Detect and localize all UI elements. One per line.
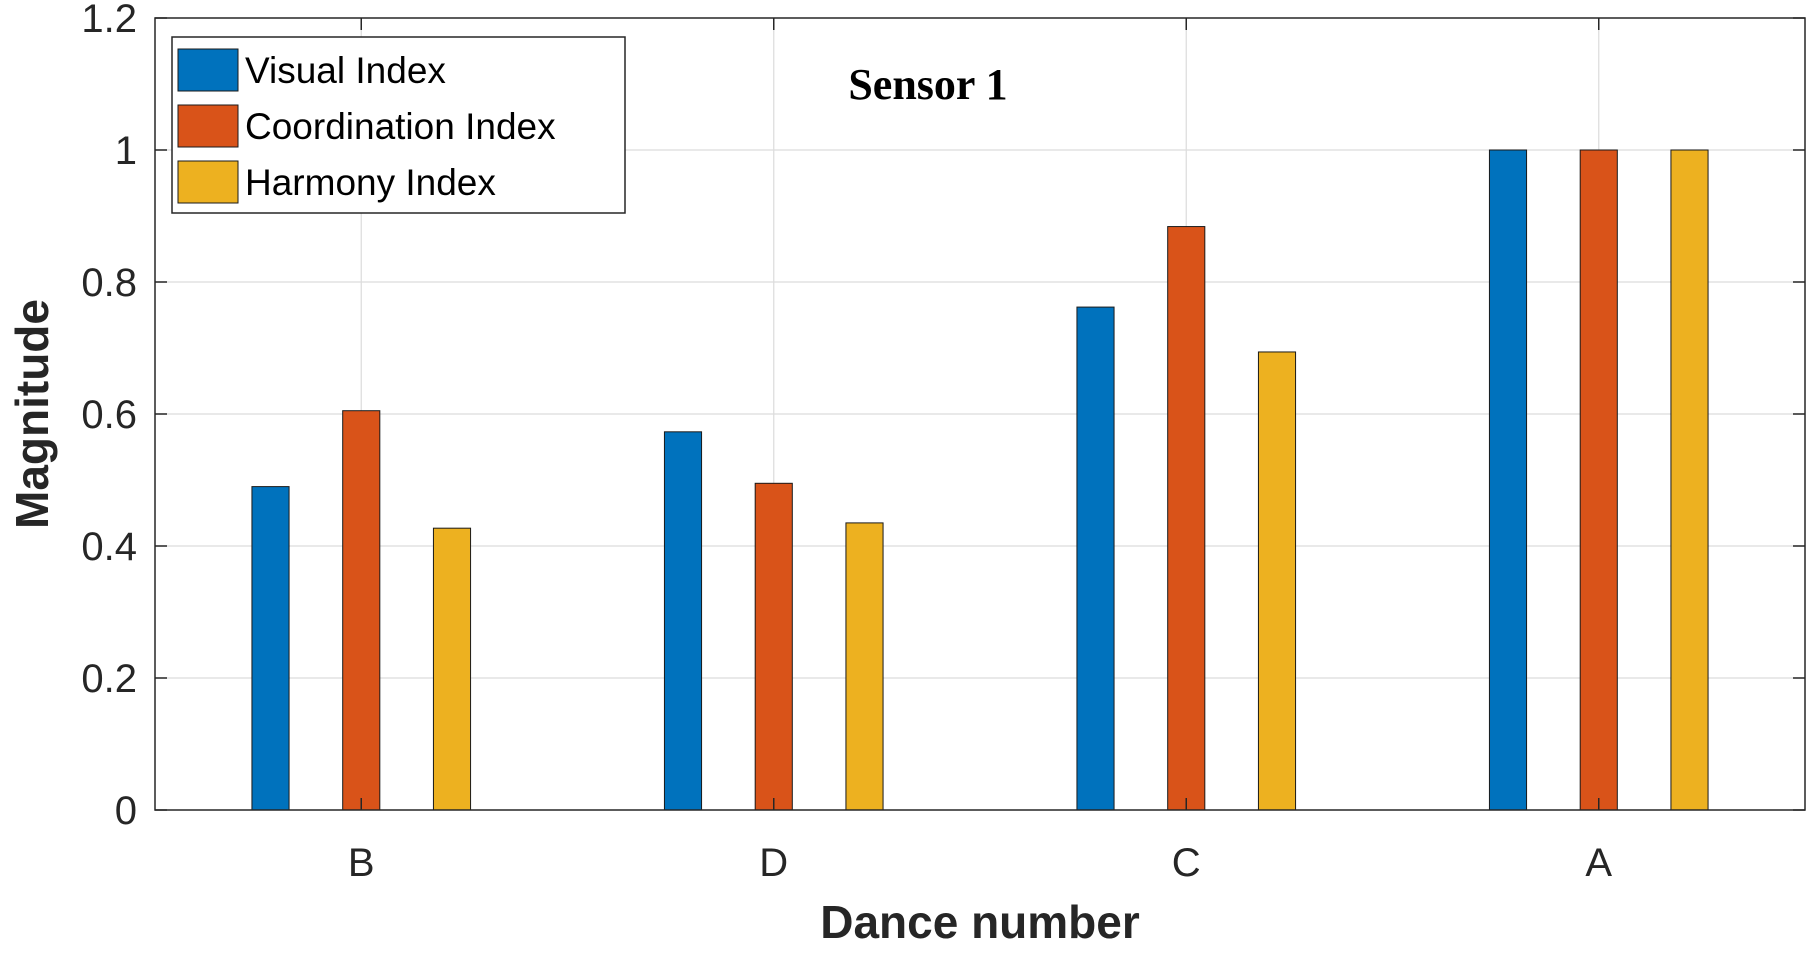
- y-axis-label: Magnitude: [6, 299, 58, 529]
- legend-label: Harmony Index: [245, 162, 496, 203]
- bar-coordination-index-a: [1579, 149, 1618, 811]
- legend-label: Coordination Index: [245, 106, 556, 147]
- y-tick-label: 0.6: [81, 393, 137, 437]
- legend: Visual Index Coordination Index Harmony In…: [171, 36, 626, 214]
- legend-label: Visual Index: [245, 50, 446, 91]
- y-tick-label: 0: [115, 789, 137, 833]
- y-tick-label: 0.8: [81, 261, 137, 305]
- bar-coordination-index-b: [342, 410, 381, 811]
- x-tick-label: B: [348, 841, 375, 885]
- bar-harmony-index-b: [432, 527, 472, 811]
- y-tick-label: 1.2: [81, 0, 137, 41]
- bar-visual-index-a: [1488, 149, 1528, 811]
- legend-swatch: [177, 48, 239, 92]
- legend-swatch: [177, 104, 239, 148]
- legend-items: Visual Index Coordination Index Harmony In…: [177, 48, 556, 204]
- x-axis-label: Dance number: [820, 896, 1140, 948]
- x-tick-label: D: [759, 841, 788, 885]
- bar-harmony-index-d: [845, 522, 884, 811]
- bar-visual-index-d: [663, 431, 703, 811]
- bar-visual-index-c: [1076, 306, 1115, 811]
- legend-box: [171, 36, 626, 214]
- legend-swatch: [177, 160, 239, 204]
- bar-visual-index-b: [251, 486, 290, 811]
- bar-harmony-index-c: [1257, 351, 1297, 811]
- bar-coordination-index-d: [754, 482, 793, 811]
- x-tick-label: C: [1172, 841, 1201, 885]
- x-tick-label: A: [1585, 841, 1612, 885]
- y-axis-ticks: 0 0.2 0.4 0.6 0.8 1 1.2: [81, 0, 1805, 833]
- y-tick-label: 0.4: [81, 525, 137, 569]
- y-tick-label: 1: [115, 129, 137, 173]
- bar-harmony-index-a: [1670, 149, 1709, 811]
- sensor-annotation: Sensor 1: [848, 60, 1007, 109]
- bars: [251, 149, 1709, 811]
- y-tick-label: 0.2: [81, 657, 137, 701]
- bar-coordination-index-c: [1167, 226, 1206, 811]
